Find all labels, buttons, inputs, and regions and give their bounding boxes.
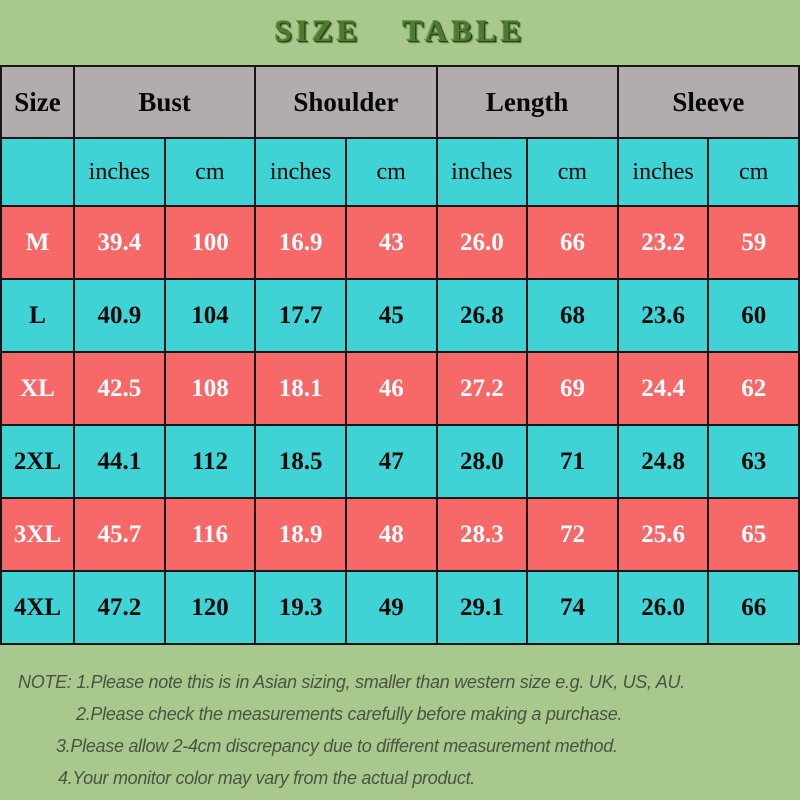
table-cell: 45.7 bbox=[73, 497, 166, 572]
table-cell: 68 bbox=[526, 278, 619, 353]
table-cell: 65 bbox=[707, 497, 800, 572]
table-cell: 27.2 bbox=[435, 351, 529, 426]
header-size: Size bbox=[0, 65, 75, 139]
table-row-4xl: 4XL 47.2 120 19.3 49 29.1 74 26.0 66 bbox=[0, 570, 800, 645]
table-cell: 18.5 bbox=[254, 424, 347, 499]
table-cell: 69 bbox=[526, 351, 619, 426]
header-shoulder: Shoulder bbox=[254, 65, 438, 139]
note-line: 3.Please allow 2-4cm discrepancy due to … bbox=[56, 736, 618, 756]
table-cell: 18.1 bbox=[254, 351, 347, 426]
units-cell: inches bbox=[435, 137, 529, 207]
table-cell: 116 bbox=[163, 497, 257, 572]
table-cell: 19.3 bbox=[254, 570, 347, 645]
table-cell: 47.2 bbox=[73, 570, 166, 645]
table-cell: 42.5 bbox=[73, 351, 166, 426]
table-cell: 112 bbox=[163, 424, 257, 499]
table-cell: 40.9 bbox=[73, 278, 166, 353]
table-cell: 23.2 bbox=[616, 205, 710, 280]
units-cell-empty bbox=[0, 137, 75, 207]
size-cell: XL bbox=[0, 351, 75, 426]
table-row-m: M 39.4 100 16.9 43 26.0 66 23.2 59 bbox=[0, 205, 800, 280]
table-cell: 63 bbox=[707, 424, 800, 499]
units-cell: cm bbox=[163, 137, 257, 207]
table-cell: 108 bbox=[163, 351, 257, 426]
table-cell: 17.7 bbox=[254, 278, 347, 353]
size-cell: M bbox=[0, 205, 75, 280]
units-cell: inches bbox=[254, 137, 347, 207]
table-cell: 46 bbox=[344, 351, 438, 426]
size-cell: L bbox=[0, 278, 75, 353]
table-cell: 26.8 bbox=[435, 278, 529, 353]
table-cell: 26.0 bbox=[435, 205, 529, 280]
table-header-row: Size Bust Shoulder Length Sleeve bbox=[0, 65, 800, 139]
table-cell: 60 bbox=[707, 278, 800, 353]
table-cell: 74 bbox=[526, 570, 619, 645]
table-cell: 120 bbox=[163, 570, 257, 645]
table-cell: 72 bbox=[526, 497, 619, 572]
units-cell: cm bbox=[526, 137, 619, 207]
table-cell: 16.9 bbox=[254, 205, 347, 280]
table-cell: 62 bbox=[707, 351, 800, 426]
note-line: 4.Your monitor color may vary from the a… bbox=[58, 768, 475, 788]
table-cell: 28.3 bbox=[435, 497, 529, 572]
table-cell: 49 bbox=[344, 570, 438, 645]
size-cell: 2XL bbox=[0, 424, 75, 499]
header-length: Length bbox=[435, 65, 619, 139]
note-line: NOTE: 1.Please note this is in Asian siz… bbox=[18, 672, 685, 692]
table-cell: 24.8 bbox=[616, 424, 710, 499]
table-cell: 66 bbox=[707, 570, 800, 645]
table-cell: 100 bbox=[163, 205, 257, 280]
table-cell: 45 bbox=[344, 278, 438, 353]
header-bust: Bust bbox=[72, 65, 257, 139]
table-cell: 48 bbox=[344, 497, 438, 572]
table-cell: 18.9 bbox=[254, 497, 347, 572]
table-row-2xl: 2XL 44.1 112 18.5 47 28.0 71 24.8 63 bbox=[0, 424, 800, 499]
table-cell: 29.1 bbox=[435, 570, 529, 645]
size-table: Size Bust Shoulder Length Sleeve inches … bbox=[0, 65, 800, 645]
table-cell: 39.4 bbox=[73, 205, 166, 280]
table-cell: 23.6 bbox=[616, 278, 710, 353]
table-cell: 66 bbox=[526, 205, 619, 280]
table-row-xl: XL 42.5 108 18.1 46 27.2 69 24.4 62 bbox=[0, 351, 800, 426]
units-cell: cm bbox=[344, 137, 438, 207]
table-cell: 71 bbox=[526, 424, 619, 499]
page-title: SIZE TABLE bbox=[274, 13, 526, 48]
table-cell: 44.1 bbox=[73, 424, 166, 499]
table-cell: 28.0 bbox=[435, 424, 529, 499]
note-line: 2.Please check the measurements carefull… bbox=[76, 704, 623, 724]
table-cell: 59 bbox=[707, 205, 800, 280]
table-cell: 25.6 bbox=[616, 497, 710, 572]
table-units-row: inches cm inches cm inches cm inches cm bbox=[0, 137, 800, 207]
notes-section: NOTE: 1.Please note this is in Asian siz… bbox=[0, 666, 800, 794]
units-cell: cm bbox=[707, 137, 800, 207]
size-cell: 4XL bbox=[0, 570, 75, 645]
table-cell: 43 bbox=[344, 205, 438, 280]
header-sleeve: Sleeve bbox=[616, 65, 800, 139]
table-cell: 104 bbox=[163, 278, 257, 353]
table-cell: 47 bbox=[344, 424, 438, 499]
table-cell: 24.4 bbox=[616, 351, 710, 426]
table-row-3xl: 3XL 45.7 116 18.9 48 28.3 72 25.6 65 bbox=[0, 497, 800, 572]
size-cell: 3XL bbox=[0, 497, 75, 572]
table-row-l: L 40.9 104 17.7 45 26.8 68 23.6 60 bbox=[0, 278, 800, 353]
units-cell: inches bbox=[616, 137, 710, 207]
units-cell: inches bbox=[73, 137, 166, 207]
table-cell: 26.0 bbox=[616, 570, 710, 645]
